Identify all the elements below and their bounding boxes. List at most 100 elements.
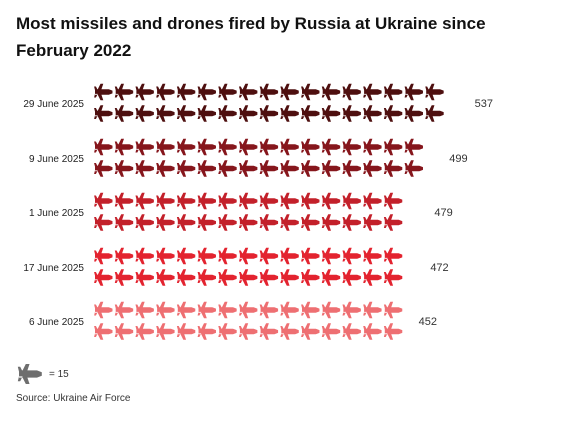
- plane-icon: [197, 301, 216, 319]
- row-3: 17 June 2025 472: [23, 247, 449, 286]
- plane-icon: [156, 138, 175, 156]
- plane-icon: [114, 83, 134, 101]
- plane-icon: [176, 269, 196, 286]
- plane-icon: [280, 323, 299, 340]
- plane-icon-partial: [425, 139, 443, 156]
- plane-icon: [197, 105, 216, 122]
- plane-icon: [176, 160, 196, 177]
- plane-icon: [383, 247, 403, 265]
- plane-icon: [363, 160, 382, 177]
- legend-key-label: = 15: [49, 368, 69, 380]
- category-label: 17 June 2025: [23, 263, 84, 274]
- plane-icon: [342, 83, 361, 101]
- plane-icon: [218, 323, 237, 340]
- value-label: 479: [434, 207, 452, 219]
- plane-icon: [342, 323, 361, 340]
- plane-icon: [238, 269, 258, 286]
- plane-icon: [301, 83, 320, 101]
- plane-icon: [218, 105, 237, 122]
- plane-icon-partial: [405, 214, 423, 231]
- plane-icon: [321, 323, 341, 340]
- plane-icon: [301, 214, 320, 231]
- plane-icon: [238, 301, 258, 319]
- plane-icon: [259, 247, 279, 265]
- plane-icon: [135, 192, 154, 210]
- plane-icon: [114, 160, 134, 177]
- plane-icon: [94, 160, 113, 177]
- plane-icon: [383, 214, 403, 231]
- plane-icon: [363, 247, 382, 265]
- plane-icon-partial: [405, 193, 423, 210]
- plane-icon: [383, 323, 403, 340]
- value-label: 472: [430, 262, 448, 274]
- plane-icon: [301, 269, 320, 286]
- plane-icon: [238, 323, 258, 340]
- plane-icon: [176, 214, 196, 231]
- plane-icon: [238, 160, 258, 177]
- plane-icon: [135, 301, 154, 319]
- plane-icon: [301, 323, 320, 340]
- plane-icon: [176, 323, 196, 340]
- row-2: 1 June 2025 479: [29, 192, 453, 231]
- row-1: 9 June 2025 499: [29, 138, 468, 177]
- plane-icon: [218, 301, 237, 319]
- plane-icon: [94, 269, 113, 286]
- plane-icon: [218, 192, 237, 210]
- plane-icon: [363, 192, 382, 210]
- plane-icon: [156, 269, 175, 286]
- plane-icon: [94, 192, 113, 210]
- plane-icon: [321, 214, 341, 231]
- plane-icon: [280, 301, 299, 319]
- plane-icon: [135, 138, 154, 156]
- plane-icon: [363, 105, 382, 122]
- plane-icon: [238, 192, 258, 210]
- plane-icon: [197, 83, 216, 101]
- plane-icon: [156, 301, 175, 319]
- plane-icon: [135, 323, 154, 340]
- plane-icon: [342, 160, 361, 177]
- plane-icon: [342, 192, 361, 210]
- plane-icon: [321, 83, 341, 101]
- plane-icon: [94, 105, 113, 122]
- plane-icon: [156, 160, 175, 177]
- plane-icon: [259, 323, 279, 340]
- plane-icon: [280, 83, 299, 101]
- plane-icon: [383, 105, 403, 122]
- plane-icon: [94, 214, 113, 231]
- plane-icon: [135, 247, 154, 265]
- plane-icon: [114, 105, 134, 122]
- plane-icon: [321, 269, 341, 286]
- plane-icon: [176, 105, 196, 122]
- plane-icon: [135, 214, 154, 231]
- plane-icon: [94, 138, 113, 156]
- plane-icon: [301, 301, 320, 319]
- plane-icon: [114, 247, 134, 265]
- plane-icon: [114, 269, 134, 286]
- plane-icon: [259, 269, 279, 286]
- plane-icon: [425, 105, 444, 122]
- row-4: 6 June 2025 452: [29, 301, 437, 340]
- plane-icon: [197, 214, 216, 231]
- value-label: 452: [419, 316, 437, 328]
- plane-icon: [114, 192, 134, 210]
- plane-icon: [176, 138, 196, 156]
- plane-icon: [218, 160, 237, 177]
- plane-icon: [176, 192, 196, 210]
- plane-icon: [363, 214, 382, 231]
- plane-icon: [176, 301, 196, 319]
- plane-icon: [259, 83, 279, 101]
- category-label: 9 June 2025: [29, 154, 84, 165]
- plane-icon: [321, 301, 341, 319]
- plane-icon: [383, 138, 403, 156]
- plane-icon: [404, 83, 423, 101]
- plane-icon: [342, 247, 361, 265]
- plane-icon: [404, 138, 423, 156]
- plane-icon: [425, 83, 444, 101]
- plane-icon: [114, 323, 134, 340]
- plane-icon: [197, 160, 216, 177]
- plane-icon-partial: [446, 105, 464, 122]
- plane-icon: [301, 105, 320, 122]
- plane-icon: [156, 247, 175, 265]
- plane-icon-partial: [405, 248, 423, 265]
